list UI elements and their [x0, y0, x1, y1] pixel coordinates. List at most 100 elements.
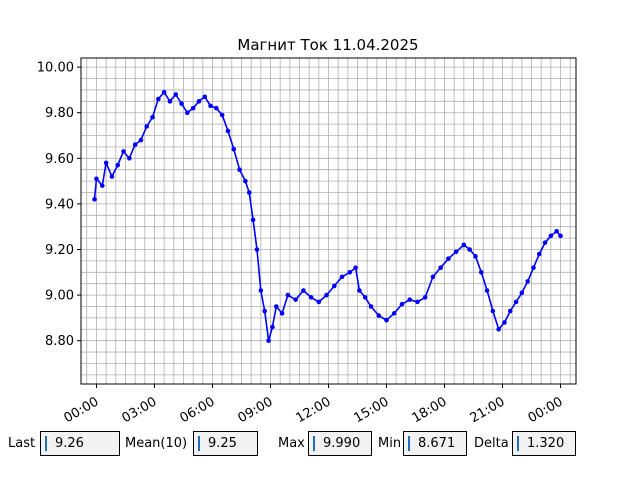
data-point: [150, 114, 155, 120]
data-point: [525, 279, 530, 284]
data-point: [490, 308, 496, 314]
data-point: [384, 317, 389, 323]
data-point: [339, 274, 345, 280]
mean-value: 9.25: [208, 436, 237, 451]
x-tick-label: 12:00: [294, 394, 334, 426]
data-point: [484, 288, 490, 293]
data-point: [167, 99, 173, 104]
text-cursor: [45, 436, 47, 451]
data-point: [262, 308, 267, 314]
data-point: [430, 274, 436, 280]
data-point: [279, 311, 285, 316]
data-point: [173, 92, 179, 97]
y-tick-label: 9.60: [45, 152, 74, 167]
data-point: [237, 167, 242, 173]
x-tick-label: 09:00: [236, 394, 276, 426]
data-point: [368, 304, 374, 309]
data-point: [357, 288, 362, 293]
data-point: [473, 254, 478, 259]
data-point: [347, 269, 353, 275]
data-point: [144, 124, 150, 129]
grid-lines: [81, 58, 576, 384]
data-point: [185, 110, 190, 116]
data-point: [92, 197, 97, 202]
text-cursor: [313, 436, 315, 451]
delta-value: 1.320: [527, 436, 565, 451]
last-value: 9.26: [55, 436, 84, 451]
data-point: [467, 247, 472, 252]
data-point: [376, 313, 382, 318]
max-value: 9.990: [323, 436, 361, 451]
data-point: [250, 217, 256, 223]
mean-label: Mean(10): [125, 436, 188, 451]
data-point: [138, 137, 144, 143]
data-point: [196, 99, 202, 104]
data-point: [507, 308, 513, 314]
data-point: [293, 297, 298, 302]
data-point: [109, 174, 115, 179]
data-point: [324, 292, 329, 298]
y-tick-label: 9.00: [45, 289, 74, 304]
y-tick-label: 10.00: [37, 61, 74, 76]
data-point: [316, 299, 322, 305]
min-label: Min: [378, 436, 402, 451]
data-point: [270, 324, 275, 330]
data-point: [273, 304, 279, 309]
max-value-field[interactable]: 9.990: [308, 431, 372, 456]
data-point: [308, 295, 314, 300]
data-point: [246, 190, 252, 195]
data-point: [161, 89, 167, 95]
x-tick-label: 03:00: [120, 394, 160, 426]
y-tick-label: 9.20: [45, 243, 74, 258]
data-point: [422, 295, 428, 300]
y-tick-label: 9.80: [45, 106, 74, 121]
data-point: [407, 297, 413, 302]
y-tick-label: 9.40: [45, 197, 74, 212]
x-tick-label: 15:00: [352, 394, 392, 426]
data-point: [254, 247, 260, 252]
min-value-field[interactable]: 8.671: [403, 431, 467, 456]
delta-label: Delta: [474, 436, 509, 451]
x-tick-label: 18:00: [410, 394, 450, 426]
data-point: [179, 101, 184, 106]
data-point: [103, 160, 109, 166]
data-point: [478, 269, 484, 275]
data-point: [132, 142, 138, 147]
data-point: [266, 338, 271, 343]
x-tick-label: 00:00: [526, 394, 566, 426]
data-point: [531, 265, 536, 271]
data-point: [399, 301, 405, 307]
chart-title: Магнит Ток 11.04.2025: [237, 36, 418, 54]
data-point: [519, 290, 525, 296]
data-point: [554, 228, 559, 234]
x-tick-label: 06:00: [178, 394, 218, 426]
text-cursor: [198, 436, 200, 451]
data-point: [301, 288, 306, 293]
data-point: [453, 249, 459, 255]
series-line: [92, 89, 563, 343]
data-point: [353, 265, 358, 271]
mean-value-field[interactable]: 9.25: [193, 431, 258, 456]
data-point: [438, 265, 443, 271]
data-point: [214, 105, 219, 111]
delta-value-field[interactable]: 1.320: [512, 431, 576, 456]
data-point: [415, 299, 420, 305]
text-cursor: [408, 436, 410, 451]
x-tick-label: 21:00: [468, 394, 508, 426]
data-point: [258, 288, 264, 293]
data-point: [536, 251, 542, 257]
y-tick-label: 8.80: [45, 334, 74, 349]
data-point: [558, 233, 563, 239]
data-point: [496, 326, 501, 332]
data-point: [461, 242, 467, 248]
data-point: [231, 146, 237, 152]
data-point: [225, 128, 231, 134]
last-value-field[interactable]: 9.26: [40, 431, 120, 456]
min-value: 8.671: [418, 436, 456, 451]
text-cursor: [517, 436, 519, 451]
data-point: [332, 283, 337, 289]
data-point: [362, 295, 368, 300]
data-point: [99, 183, 105, 188]
last-label: Last: [8, 436, 36, 451]
